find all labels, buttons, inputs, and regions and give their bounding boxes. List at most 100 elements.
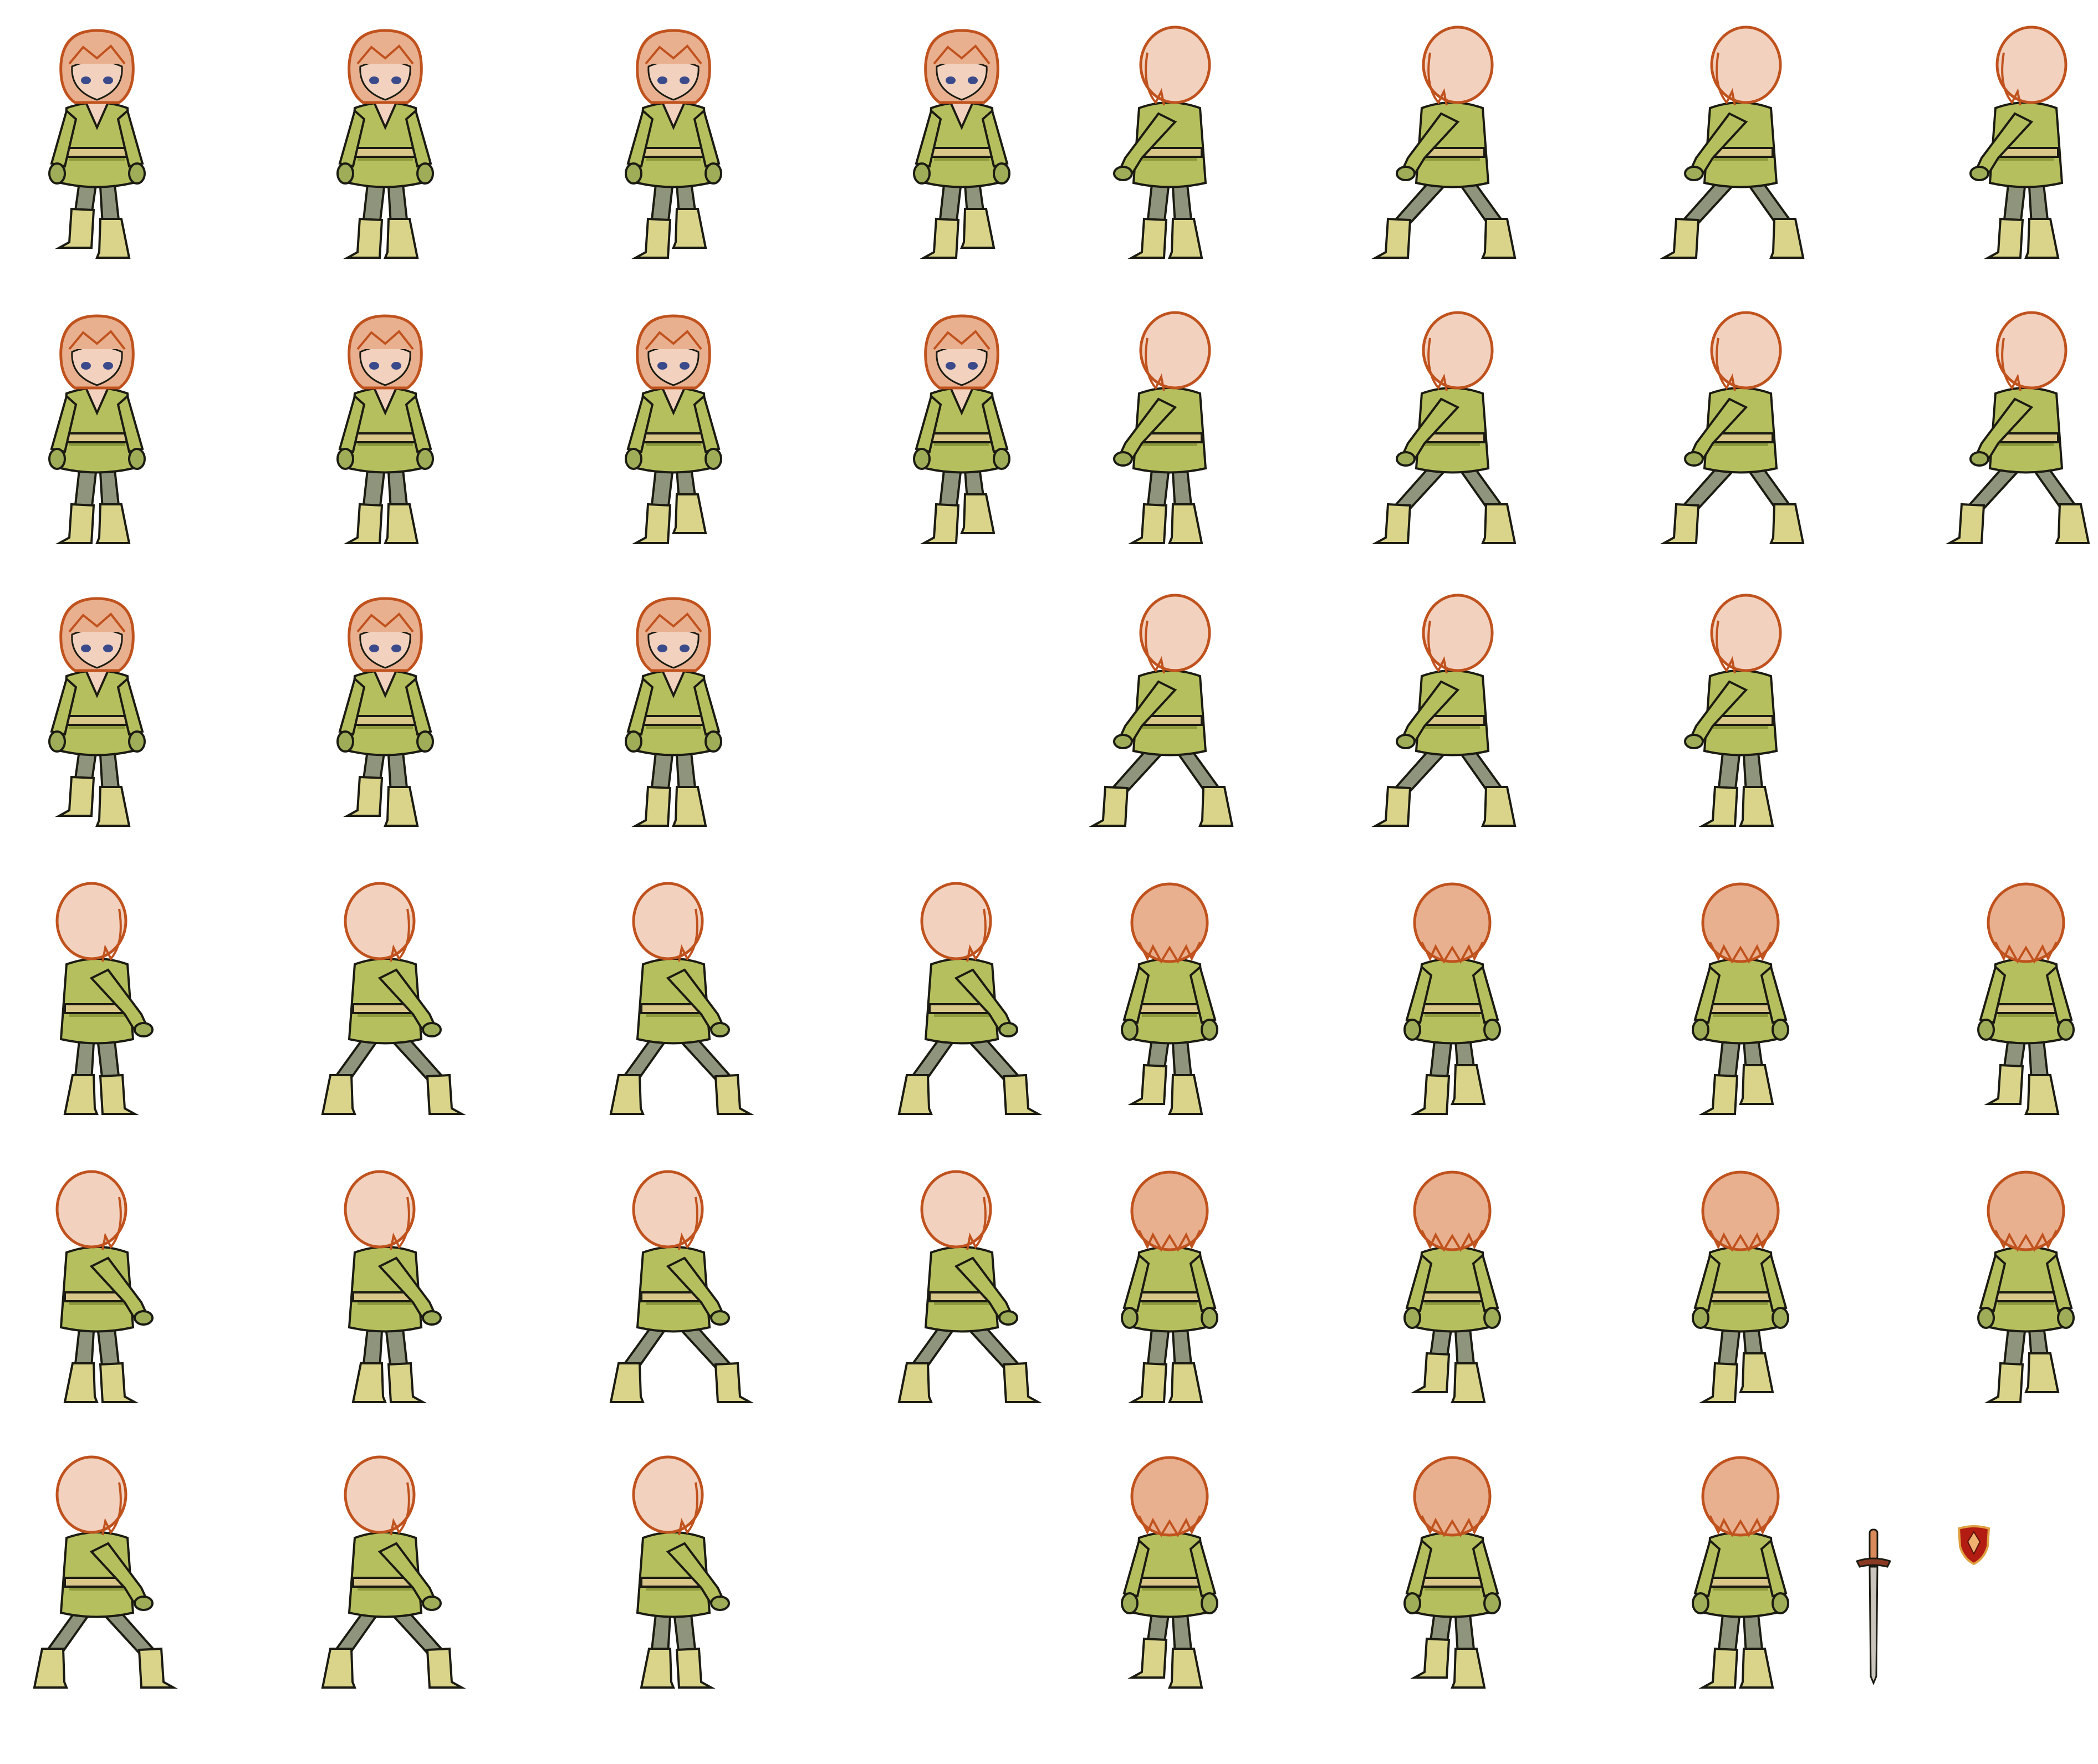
character-sprite [1371, 311, 1517, 544]
eye [81, 362, 91, 370]
eye [657, 76, 667, 84]
character-sprite [1977, 1170, 2075, 1403]
glove [1692, 1592, 1709, 1614]
boot [1168, 1074, 1203, 1115]
glove [1121, 1019, 1139, 1041]
arm [50, 394, 78, 453]
hair [1130, 1170, 1209, 1251]
glove [134, 1022, 154, 1037]
character-sprite [344, 1170, 442, 1403]
arm [666, 1542, 725, 1604]
boot [672, 786, 707, 827]
hair [1130, 882, 1209, 963]
arm [1405, 965, 1433, 1024]
boot [1198, 786, 1234, 827]
boot [1371, 217, 1412, 259]
boot [63, 1074, 99, 1115]
arm [981, 109, 1009, 168]
sword-guard [1855, 1557, 1892, 1568]
belt [1419, 1577, 1486, 1588]
arm [1979, 965, 2007, 1024]
boot [384, 218, 419, 259]
hair [1995, 311, 2068, 390]
sprite-frame-side-left [1943, 310, 2098, 549]
hair [55, 1170, 127, 1249]
glove [913, 448, 931, 470]
sprite-frame-back [1369, 881, 1535, 1119]
sprite-frame-side-right [879, 881, 1045, 1119]
boot [1984, 217, 2024, 259]
eye [946, 76, 956, 84]
arm [1760, 965, 1788, 1024]
hair [1413, 1456, 1492, 1537]
sprite-frame-back [1369, 1169, 1535, 1408]
boot [95, 786, 131, 827]
character-sprite [1403, 1170, 1501, 1403]
sword-icon [1854, 1527, 1893, 1685]
character-sprite [625, 314, 722, 544]
boot [1127, 503, 1168, 544]
sprite-frame-side-right [302, 881, 468, 1119]
sword-grip [1869, 1528, 1878, 1561]
character-sprite [1660, 25, 1805, 259]
hair [1422, 594, 1494, 672]
sprite-frame-back [1369, 1455, 1535, 1693]
boot [1168, 218, 1203, 259]
shield-emblem [1967, 1531, 1981, 1556]
boot [897, 1362, 933, 1403]
hair [1701, 1170, 1780, 1251]
glove [1201, 1592, 1218, 1614]
hair [632, 882, 704, 960]
sprite-frame-side-left [1369, 25, 1535, 263]
character-sprite [336, 29, 434, 259]
glove [416, 162, 434, 185]
sprite-frame-side-left [1369, 593, 1535, 831]
belt [1707, 1003, 1774, 1014]
hair [1987, 1170, 2065, 1251]
glove [336, 162, 354, 185]
glove [1396, 451, 1416, 467]
eye [391, 76, 401, 84]
arm [981, 394, 1009, 453]
boot [99, 1073, 139, 1115]
arm [1974, 112, 2034, 174]
arm [89, 1256, 149, 1318]
arm [954, 968, 1013, 1030]
glove [625, 162, 642, 185]
sprite-frame-back [1657, 1455, 1824, 1693]
glove [1692, 1307, 1709, 1329]
character-sprite [1121, 1170, 1218, 1403]
arm [1122, 1538, 1150, 1598]
character-sprite [609, 1170, 754, 1403]
sprite-frame-side-left [1943, 25, 2098, 263]
boot [1127, 1063, 1168, 1105]
boot [672, 493, 707, 534]
belt [352, 715, 418, 726]
hair [55, 882, 127, 960]
glove [1483, 1019, 1501, 1041]
arm [338, 394, 366, 453]
boot [1739, 1648, 1774, 1689]
glove [913, 162, 931, 185]
boot [897, 1074, 933, 1115]
glove [993, 448, 1010, 470]
arm [1189, 1253, 1217, 1312]
shield-icon [1957, 1524, 1991, 1566]
sprite-frame-side-left [1369, 310, 1535, 549]
character-sprite [1121, 1456, 1218, 1689]
arm [1401, 680, 1460, 742]
belt [1419, 1003, 1486, 1014]
boot [1698, 785, 1739, 827]
belt [1136, 1003, 1203, 1014]
boot [1089, 785, 1129, 827]
boot [631, 785, 672, 827]
boot [1451, 1064, 1486, 1105]
character-sprite [1371, 594, 1517, 827]
boot [1371, 503, 1412, 544]
character-sprite [1089, 594, 1234, 827]
boot [384, 786, 419, 827]
belt [640, 715, 707, 726]
arm [626, 394, 654, 453]
arm [693, 394, 721, 453]
glove [416, 730, 434, 753]
